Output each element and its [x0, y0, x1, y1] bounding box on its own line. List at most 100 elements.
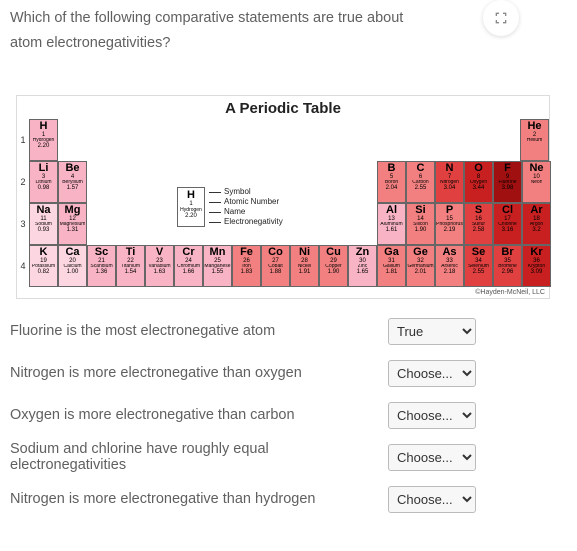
element-cell: Cl17Chlorine3.16 — [493, 203, 522, 245]
statement-text: Fluorine is the most electronegative ato… — [10, 323, 388, 339]
element-symbol: O — [474, 163, 483, 174]
statement-select[interactable]: Choose...TrueFalse — [388, 402, 476, 429]
periodic-title: A Periodic Table — [17, 96, 549, 119]
element-symbol: C — [417, 163, 425, 174]
question-text: Which of the following comparative state… — [0, 0, 430, 55]
statement-text: Oxygen is more electronegative than carb… — [10, 407, 388, 423]
element-cell: Ti22Titanium1.54 — [116, 245, 145, 287]
element-en: 1.00 — [67, 269, 79, 275]
element-symbol: Ar — [530, 205, 542, 216]
element-en: 1.31 — [67, 227, 79, 233]
expand-icon — [493, 10, 509, 26]
element-en: 1.61 — [386, 227, 398, 233]
statement-select[interactable]: Choose...TrueFalse — [388, 486, 476, 513]
element-symbol: Cr — [182, 247, 194, 258]
legend: H1Hydrogen2.20SymbolAtomic NumberNameEle… — [177, 187, 283, 227]
element-en: 0.93 — [38, 227, 50, 233]
element-cell: Cu29Copper1.90 — [319, 245, 348, 287]
element-symbol: Mn — [210, 247, 226, 258]
element-cell: B5Boron2.04 — [377, 161, 406, 203]
element-symbol: He — [527, 121, 541, 132]
element-cell: Mn25Manganese1.55 — [203, 245, 232, 287]
element-cell: Cr24Chromium1.66 — [174, 245, 203, 287]
element-en: 3.98 — [502, 185, 514, 191]
periodic-row: 1H1Hydrogen2.20 He2Helium — [17, 119, 549, 161]
element-symbol: Se — [472, 247, 485, 258]
element-en: 3.04 — [444, 185, 456, 191]
element-cell: Br35Bromine2.96 — [493, 245, 522, 287]
legend-lines: SymbolAtomic NumberNameElectronegativity — [209, 187, 283, 227]
element-symbol: N — [446, 163, 454, 174]
element-en: 1.57 — [67, 185, 79, 191]
element-symbol: Ge — [413, 247, 428, 258]
element-en: 1.63 — [154, 269, 166, 275]
element-en: 2.55 — [415, 185, 427, 191]
element-cell: K19Potassium0.82 — [29, 245, 58, 287]
element-en: 3.2 — [532, 227, 540, 233]
element-symbol: B — [388, 163, 396, 174]
element-symbol: Ni — [299, 247, 310, 258]
element-en: 0.98 — [38, 185, 50, 191]
element-symbol: Ca — [65, 247, 79, 258]
element-en: 0.82 — [38, 269, 50, 275]
statement-select[interactable]: Choose...TrueFalse — [388, 444, 476, 471]
element-en: 3.16 — [502, 227, 514, 233]
element-cell: P15Phosphorus2.19 — [435, 203, 464, 245]
row-number: 1 — [17, 119, 29, 161]
statement-select[interactable]: Choose...TrueFalse — [388, 360, 476, 387]
element-symbol: Si — [415, 205, 425, 216]
element-symbol: H — [40, 121, 48, 132]
statement-text: Nitrogen is more electronegative than ox… — [10, 365, 388, 381]
element-en: 1.66 — [183, 269, 195, 275]
element-symbol: Mg — [65, 205, 81, 216]
element-cell: F9Fluorine3.98 — [493, 161, 522, 203]
element-symbol: Cu — [326, 247, 341, 258]
element-cell: C6Carbon2.55 — [406, 161, 435, 203]
element-cell: Si14Silicon1.90 — [406, 203, 435, 245]
statement-row: Sodium and chlorine have roughly equal e… — [10, 443, 577, 471]
element-en: 1.55 — [212, 269, 224, 275]
element-en: 1.83 — [241, 269, 253, 275]
statement-row: Nitrogen is more electronegative than ox… — [10, 359, 577, 387]
element-cell: N7Nitrogen3.04 — [435, 161, 464, 203]
element-symbol: Sc — [95, 247, 108, 258]
element-symbol: Kr — [530, 247, 542, 258]
legend-cell: H1Hydrogen2.20 — [177, 187, 205, 227]
element-en: 1.90 — [415, 227, 427, 233]
element-symbol: Ne — [529, 163, 543, 174]
element-cell: O8Oxygen3.44 — [464, 161, 493, 203]
element-cell: Ca20Calcium1.00 — [58, 245, 87, 287]
element-symbol: Zn — [356, 247, 369, 258]
element-cell: Kr36Krypton3.09 — [522, 245, 551, 287]
element-en: 1.36 — [96, 269, 108, 275]
element-symbol: As — [442, 247, 456, 258]
element-cell: Ar18Argon3.2 — [522, 203, 551, 245]
element-cell: S16Sulfur2.58 — [464, 203, 493, 245]
element-en: 3.09 — [531, 269, 543, 275]
element-cell: Sc21Scandium1.36 — [87, 245, 116, 287]
statement-row: Oxygen is more electronegative than carb… — [10, 401, 577, 429]
element-cell: V23Vanadium1.63 — [145, 245, 174, 287]
element-symbol: Ti — [126, 247, 136, 258]
expand-button[interactable] — [483, 0, 519, 36]
element-en: 1.65 — [357, 269, 369, 275]
element-cell: Li3Lithium0.98 — [29, 161, 58, 203]
element-cell: Co27Cobalt1.88 — [261, 245, 290, 287]
row-number: 3 — [17, 203, 29, 245]
element-cell: H1Hydrogen2.20 — [29, 119, 58, 161]
row-number: 2 — [17, 161, 29, 203]
element-symbol: Ga — [384, 247, 399, 258]
element-cell: Ni28Nickel1.91 — [290, 245, 319, 287]
element-cell: Na11Sodium0.93 — [29, 203, 58, 245]
element-symbol: K — [40, 247, 48, 258]
statement-select[interactable]: Choose...TrueFalse — [388, 318, 476, 345]
element-symbol: F — [504, 163, 511, 174]
statement-text: Sodium and chlorine have roughly equal e… — [10, 441, 388, 473]
statement-text: Nitrogen is more electronegative than hy… — [10, 491, 388, 507]
element-cell: He2Helium — [520, 119, 549, 161]
element-symbol: Na — [36, 205, 50, 216]
element-symbol: Be — [65, 163, 79, 174]
element-en: 2.18 — [444, 269, 456, 275]
element-cell: Al13Aluminum1.61 — [377, 203, 406, 245]
element-cell: Ga31Gallium1.81 — [377, 245, 406, 287]
